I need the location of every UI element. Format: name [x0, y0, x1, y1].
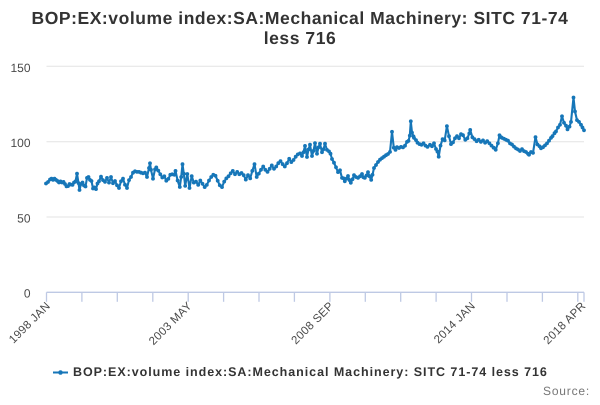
- svg-text:2014 JAN: 2014 JAN: [432, 300, 478, 346]
- svg-text:150: 150: [10, 61, 30, 75]
- svg-text:Source:: Source:: [543, 384, 590, 398]
- svg-text:50: 50: [17, 212, 31, 226]
- svg-text:1998 JAN: 1998 JAN: [7, 300, 53, 346]
- svg-text:2003 MAY: 2003 MAY: [147, 300, 195, 348]
- svg-text:2018 APR: 2018 APR: [542, 300, 589, 347]
- svg-text:100: 100: [10, 136, 30, 150]
- svg-text:0: 0: [24, 287, 31, 301]
- svg-text:BOP:EX:volume index:SA:Mechani: BOP:EX:volume index:SA:Mechanical Machin…: [73, 365, 548, 379]
- svg-text:2008 SEP: 2008 SEP: [290, 300, 337, 347]
